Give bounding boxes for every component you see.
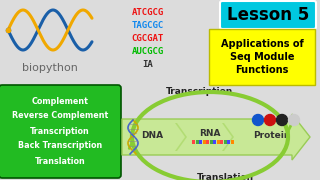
- Text: Transcription: Transcription: [30, 127, 90, 136]
- Text: ATCGCG: ATCGCG: [132, 8, 164, 17]
- FancyBboxPatch shape: [220, 1, 316, 29]
- Bar: [196, 140, 198, 144]
- FancyBboxPatch shape: [0, 85, 121, 178]
- Text: AUCGCG: AUCGCG: [132, 47, 164, 56]
- Circle shape: [289, 114, 300, 125]
- Text: Lesson 5: Lesson 5: [227, 6, 309, 24]
- Bar: [213, 140, 216, 144]
- Text: Translation: Translation: [196, 172, 253, 180]
- Text: Translation: Translation: [35, 156, 85, 165]
- Bar: [210, 140, 212, 144]
- Text: Applications of
Seq Module
Functions: Applications of Seq Module Functions: [220, 39, 303, 75]
- Text: TAGCGC: TAGCGC: [132, 21, 164, 30]
- Bar: [230, 140, 234, 144]
- Circle shape: [265, 114, 276, 125]
- Text: Complement: Complement: [32, 96, 88, 105]
- Polygon shape: [222, 123, 234, 151]
- Text: Transcription: Transcription: [166, 87, 234, 96]
- Text: RNA: RNA: [199, 129, 221, 138]
- Circle shape: [252, 114, 263, 125]
- Bar: [192, 140, 195, 144]
- Bar: [217, 140, 220, 144]
- FancyBboxPatch shape: [209, 29, 315, 85]
- Polygon shape: [175, 123, 187, 151]
- Polygon shape: [122, 114, 310, 160]
- Text: Reverse Complement: Reverse Complement: [12, 111, 108, 120]
- Bar: [223, 140, 227, 144]
- Bar: [220, 140, 223, 144]
- Text: Back Transcription: Back Transcription: [18, 141, 102, 150]
- Text: biopython: biopython: [22, 63, 78, 73]
- Bar: [206, 140, 209, 144]
- Text: DNA: DNA: [141, 130, 163, 140]
- Text: CGCGAT: CGCGAT: [132, 34, 164, 43]
- Circle shape: [276, 114, 287, 125]
- Bar: [203, 140, 205, 144]
- Text: IA: IA: [143, 60, 153, 69]
- Bar: [199, 140, 202, 144]
- Text: Protein: Protein: [253, 130, 291, 140]
- Bar: [227, 140, 230, 144]
